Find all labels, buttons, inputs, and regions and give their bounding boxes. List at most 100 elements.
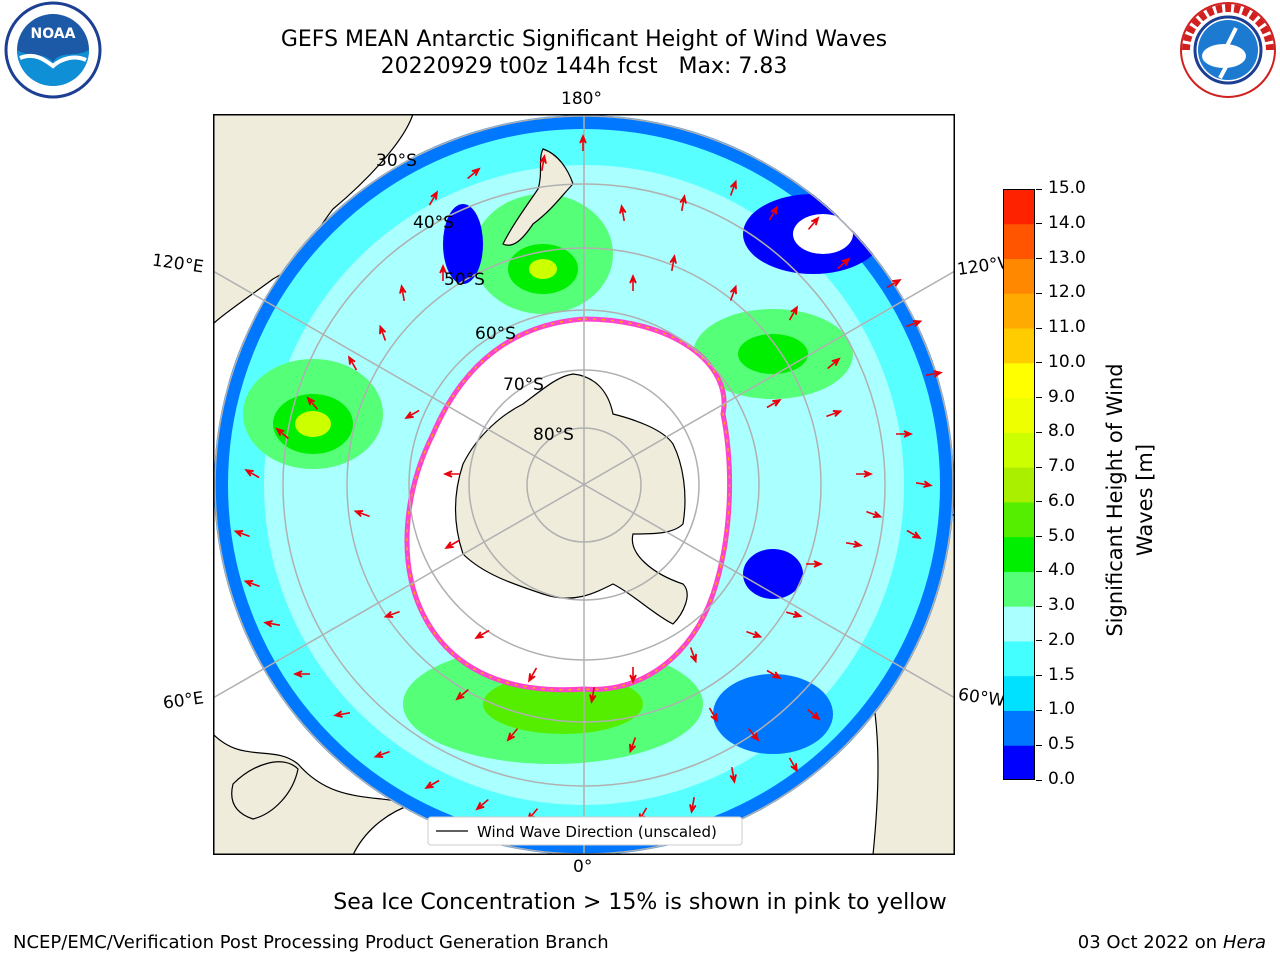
colorbar-tick-mark [1036, 640, 1042, 642]
footer-host: Hera [1222, 932, 1266, 953]
wave-arrow [474, 629, 490, 640]
wave-arrow [347, 355, 358, 371]
colorbar-segment [1003, 432, 1035, 468]
colorbar-tick-mark [1036, 431, 1042, 433]
colorbar-segment [1003, 745, 1035, 781]
wave-arrow [807, 216, 820, 230]
colorbar-tick-mark [1036, 605, 1042, 607]
wave-arrow [807, 708, 821, 721]
colorbar-tick-label: 10.0 [1048, 351, 1086, 372]
wave-arrow [669, 254, 677, 272]
colorbar-segment [1003, 223, 1035, 260]
colorbar-segment [1003, 293, 1035, 329]
wave-arrow [729, 766, 737, 784]
wave-arrow [373, 750, 390, 758]
wave-arrow [353, 510, 370, 518]
colorbar-tick-mark [1036, 709, 1042, 711]
wave-arrow [244, 468, 260, 479]
colorbar-tick-mark [1036, 466, 1042, 468]
wave-arrow [915, 480, 933, 488]
colorbar-segment [1003, 467, 1035, 503]
colorbar-tick-label: 1.0 [1048, 699, 1076, 720]
colorbar-tick-label: 2.0 [1048, 629, 1076, 650]
colorbar-ticks: 0.0 0.5 1.0 1.5 2.0 3.0 4.0 5.0 6.0 7.0 8.0 9.0 10.0… [1036, 178, 1106, 789]
colorbar-tick-label: 1.5 [1048, 664, 1076, 685]
wave-arrow [629, 273, 637, 291]
wave-arrow [856, 470, 874, 478]
colorbar-tick-label: 9.0 [1048, 386, 1076, 407]
noaa-logo: NOAA [0, 0, 105, 100]
wave-arrow [439, 263, 447, 281]
wave-arrow [689, 647, 697, 664]
colorbar-tick-mark [1036, 675, 1042, 677]
colorbar-segment [1003, 397, 1035, 433]
wave-arrow [827, 357, 841, 370]
polar-map: Wind Wave Direction (unscaled) [213, 114, 955, 855]
colorbar-tick-label: 3.0 [1048, 595, 1076, 616]
colorbar-tick-mark [1036, 362, 1042, 364]
wave-arrow [866, 510, 883, 518]
chart-subtitle: 20220929 t00z 144h fcst Max: 7.83 [380, 54, 788, 79]
colorbar-tick-mark [1036, 779, 1042, 781]
sea-ice-caption: Sea Ice Concentration > 15% is shown in … [333, 890, 947, 915]
wave-arrow [383, 610, 400, 618]
wave-arrow [788, 305, 799, 321]
lon-label-120e: 120°E [150, 250, 205, 278]
colorbar-segment [1003, 606, 1035, 642]
lon-label-0: 0° [573, 857, 593, 877]
colorbar-segment [1003, 571, 1035, 607]
colorbar-segment [1003, 362, 1035, 399]
legend-label: Wind Wave Direction (unscaled) [477, 823, 717, 841]
colorbar-tick-label: 5.0 [1048, 525, 1076, 546]
wave-arrow [689, 796, 697, 814]
wave-arrow [527, 667, 538, 683]
nws-logo [1176, 0, 1280, 100]
wave-arrow [263, 620, 281, 628]
lat-label-80s: 80°S [533, 425, 574, 445]
colorbar-title: Significant Height of Wind Waves [m] [1100, 350, 1160, 650]
colorbar-tick-mark [1036, 258, 1042, 260]
colorbar-tick-mark [1036, 327, 1042, 329]
noaa-logo-text: NOAA [31, 26, 76, 42]
colorbar-tick-label: 13.0 [1048, 247, 1086, 268]
wave-arrow [444, 539, 460, 550]
lon-label-180: 180° [561, 89, 602, 109]
colorbar-tick-mark [1036, 501, 1042, 503]
wave-arrow [233, 530, 250, 538]
footer-date: 03 Oct 2022 on Hera [1078, 932, 1266, 953]
colorbar-tick-label: 15.0 [1048, 178, 1086, 198]
wave-arrow [806, 560, 824, 568]
colorbar-tick-label: 0.0 [1048, 769, 1076, 789]
colorbar-segment [1003, 710, 1035, 746]
wave-arrow [845, 540, 863, 548]
colorbar-tick-label: 6.0 [1048, 490, 1076, 511]
wave-arrow [619, 204, 627, 222]
wave-arrow [766, 669, 782, 680]
lat-label-30s: 30°S [376, 151, 417, 171]
lon-label-60w: 60°W [956, 684, 1007, 712]
graticule [213, 114, 955, 855]
wave-arrow [475, 798, 489, 811]
colorbar-tick-label: 8.0 [1048, 421, 1076, 442]
wave-arrow [275, 427, 289, 440]
colorbar-segment [1003, 536, 1035, 572]
colorbar-title-line1: Significant Height of Wind [1103, 363, 1127, 637]
wave-arrow [292, 670, 310, 678]
wave-arrow [786, 610, 803, 618]
wave-arrow [746, 630, 763, 638]
colorbar-tick-label: 12.0 [1048, 282, 1086, 303]
wave-arrow [442, 470, 460, 478]
wave-arrow [243, 580, 260, 588]
map-legend: Wind Wave Direction (unscaled) [427, 816, 743, 846]
land-new-zealand [502, 148, 574, 246]
wave-arrow [766, 398, 782, 409]
footer-date-text: 03 Oct 2022 on [1077, 932, 1223, 953]
land-madagascar [231, 761, 299, 820]
wave-arrow [539, 154, 547, 172]
wave-arrow [379, 324, 387, 341]
wave-arrow [788, 757, 799, 773]
wave-arrow [708, 707, 719, 723]
wave-arrow [747, 728, 760, 742]
wave-arrow [404, 409, 420, 420]
colorbar-tick-mark [1036, 536, 1042, 538]
